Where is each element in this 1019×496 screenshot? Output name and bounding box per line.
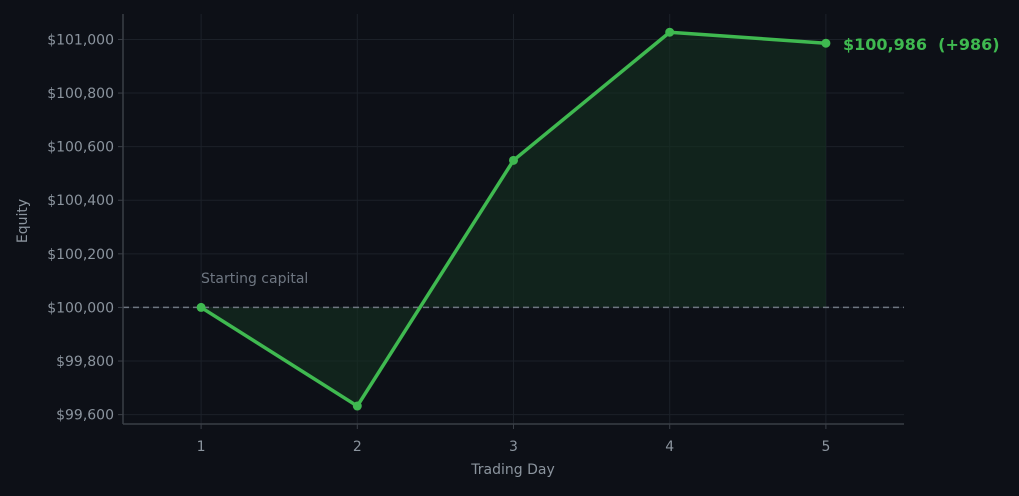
- y-tick-label: $99,600: [56, 408, 114, 424]
- x-tick-label: 4: [665, 439, 674, 455]
- y-tick-label: $100,000: [47, 300, 114, 316]
- line-layer: [196, 27, 831, 411]
- fill-layer: [201, 32, 826, 407]
- y-tick-label: $100,600: [47, 140, 114, 156]
- x-tick-label: 1: [197, 439, 206, 455]
- equity-point: [665, 27, 675, 37]
- y-tick-label: $100,200: [47, 247, 114, 263]
- y-axis-title: Equity: [15, 199, 31, 243]
- y-tick-label: $101,000: [47, 32, 114, 48]
- x-tick-label: 3: [509, 439, 518, 455]
- equity-point: [196, 302, 206, 312]
- y-tick-label: $99,800: [56, 354, 114, 370]
- equity-point: [821, 38, 831, 48]
- x-axis-title: Trading Day: [470, 462, 554, 478]
- y-tick-label: $100,400: [47, 193, 114, 209]
- equity-fill-area: [201, 32, 826, 407]
- axis-layer: $99,600 $99,800 $100,000 $100,200 $100,400 $1…: [47, 14, 904, 455]
- x-tick-label: 5: [821, 439, 830, 455]
- end-value-label: $100,986 (+986): [843, 35, 1000, 54]
- equity-point: [352, 401, 362, 411]
- x-tick-label: 2: [353, 439, 362, 455]
- label-layer: Trading Day Equity Starting capital $100…: [15, 35, 1000, 478]
- y-tick-label: $100,800: [47, 86, 114, 102]
- reference-line-label: Starting capital: [201, 271, 308, 287]
- equity-point: [509, 155, 518, 165]
